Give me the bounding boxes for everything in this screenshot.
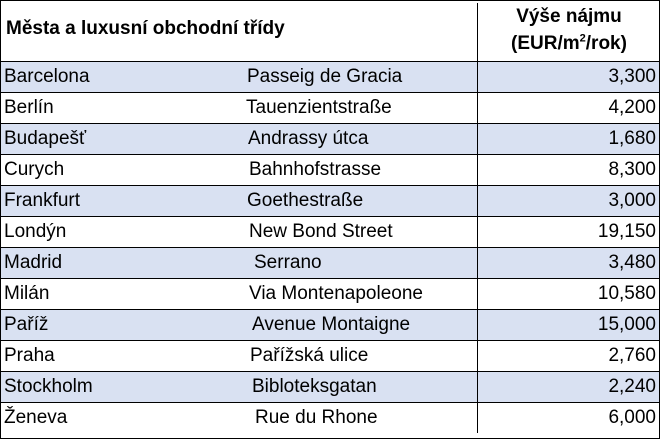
street-cell: Goethestraße	[241, 186, 477, 216]
table-row: Madrid Serrano 3,480	[1, 247, 659, 278]
city-cell: Ženeva	[4, 407, 68, 428]
city-cell: Berlín	[4, 97, 54, 118]
city-cell: Barcelona	[1, 62, 241, 92]
city-cell: Milán	[4, 283, 50, 304]
header-rent-line1: Výše nájmu	[516, 6, 622, 27]
rent-cell: 6,000	[477, 403, 659, 433]
city-cell: Madrid	[1, 248, 241, 278]
city-cell: Paříž	[1, 310, 241, 340]
street-cell: Pařížská ulice	[250, 345, 369, 366]
table-row: Frankfurt Goethestraße 3,000	[1, 185, 659, 216]
table-row: Barcelona Passeig de Gracia 3,300	[1, 61, 659, 92]
rent-cell: 8,300	[477, 155, 659, 185]
rent-cell: 19,150	[477, 217, 659, 247]
street-cell: Passeig de Gracia	[241, 62, 477, 92]
street-cell: Bahnhofstrasse	[249, 159, 382, 180]
city-cell: Budapešť	[1, 124, 241, 154]
rent-cell: 2,240	[477, 372, 659, 402]
table-row: Berlín Tauenzientstraße 4,200	[1, 92, 659, 123]
header-rent-unit-exponent: 2	[579, 32, 586, 45]
header-city-street: Města a luxusní obchodní třídy	[6, 18, 285, 39]
table-row: Milán Via Montenapoleone 10,580	[1, 278, 659, 309]
header-rent-line2: (EUR/m2/rok)	[478, 30, 660, 57]
city-cell: Praha	[4, 345, 55, 366]
table-row: Budapešť Andrassy útca 1,680	[1, 123, 659, 154]
street-cell: New Bond Street	[249, 221, 393, 242]
rent-cell: 2,760	[477, 341, 659, 371]
rent-cell: 15,000	[477, 310, 659, 340]
table-row: Paříž Avenue Montaigne 15,000	[1, 309, 659, 340]
rent-cell: 10,580	[477, 279, 659, 309]
table-row: Ženeva Rue du Rhone 6,000	[1, 402, 659, 433]
table-row: Praha Pařížská ulice 2,760	[1, 340, 659, 371]
header-rent: Výše nájmu (EUR/m2/rok)	[477, 3, 660, 61]
header-rent-unit-suffix: /rok)	[585, 33, 627, 54]
street-cell: Rue du Rhone	[255, 407, 378, 428]
rent-cell: 4,200	[477, 93, 659, 123]
city-cell: Stockholm	[1, 372, 241, 402]
city-cell: Curych	[4, 159, 65, 180]
rent-cell: 3,000	[477, 186, 659, 216]
city-cell: Frankfurt	[1, 186, 241, 216]
rent-cell: 3,300	[477, 62, 659, 92]
rent-cell: 1,680	[477, 124, 659, 154]
table-header: Města a luxusní obchodní třídy Výše nájm…	[1, 1, 659, 61]
rent-cell: 3,480	[477, 248, 659, 278]
table-row: Londýn New Bond Street 19,150	[1, 216, 659, 247]
street-cell: Serrano	[241, 248, 477, 278]
street-cell: Andrassy útca	[241, 124, 477, 154]
street-cell: Avenue Montaigne	[241, 310, 477, 340]
street-cell: Via Montenapoleone	[249, 283, 423, 304]
header-rent-unit-prefix: (EUR/m	[511, 33, 580, 54]
city-cell: Londýn	[4, 221, 67, 242]
table-row: Curych Bahnhofstrasse 8,300	[1, 154, 659, 185]
table-row: Stockholm Bibloteksgatan 2,240	[1, 371, 659, 402]
street-cell: Tauenzientstraße	[246, 97, 392, 118]
street-cell: Bibloteksgatan	[241, 372, 477, 402]
